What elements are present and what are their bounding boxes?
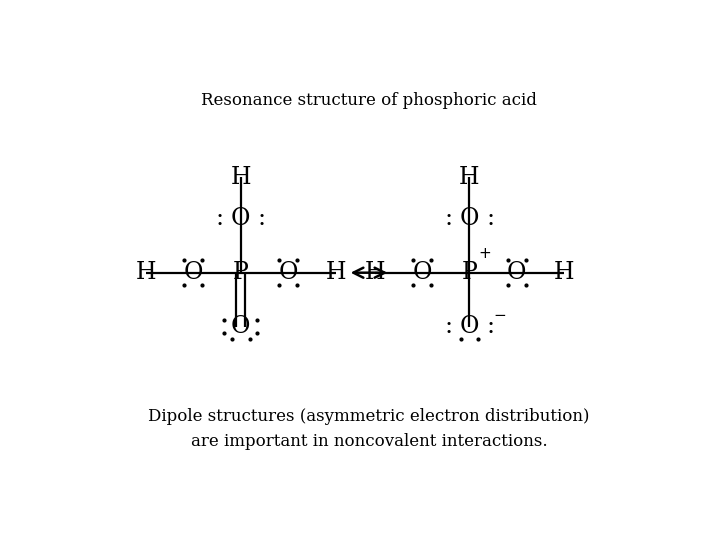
Text: H: H [325,261,346,284]
Text: O: O [231,207,251,230]
Text: −: − [494,308,506,322]
Text: O: O [231,315,251,338]
Text: :: : [444,315,452,338]
Text: O: O [459,315,480,338]
Text: H: H [230,166,251,188]
Text: Resonance structure of phosphoric acid: Resonance structure of phosphoric acid [201,92,537,109]
Text: :: : [444,207,452,230]
Text: H: H [554,261,575,284]
Text: :: : [258,207,266,230]
Text: O: O [507,261,526,284]
Text: P: P [462,261,477,284]
Text: O: O [413,261,432,284]
Text: O: O [459,207,480,230]
Text: O: O [184,261,203,284]
Text: are important in noncovalent interactions.: are important in noncovalent interaction… [191,433,547,450]
Text: :: : [215,207,223,230]
Text: H: H [364,261,384,284]
Text: :: : [487,315,495,338]
Text: +: + [479,246,492,261]
Text: O: O [279,261,298,284]
Text: H: H [135,261,156,284]
Text: :: : [487,207,495,230]
Text: P: P [233,261,248,284]
Text: Dipole structures (asymmetric electron distribution): Dipole structures (asymmetric electron d… [148,408,590,424]
Text: H: H [459,166,480,188]
